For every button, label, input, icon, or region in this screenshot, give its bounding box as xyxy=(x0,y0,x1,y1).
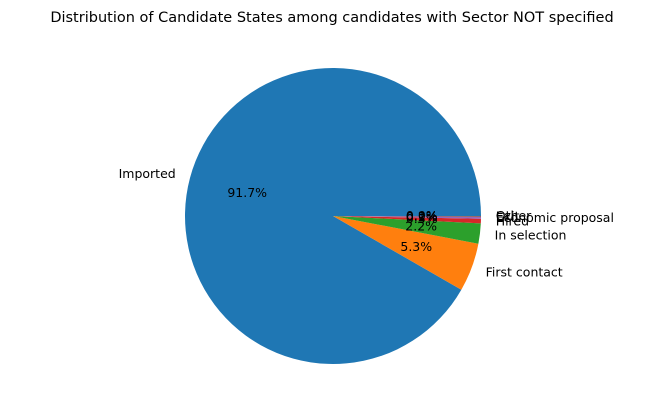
slice-percent-labels: 91.7% 5.3% 2.2%0.5%0.2%0.1%0.0% xyxy=(227,185,437,254)
pie-slice-exit xyxy=(333,216,481,217)
slice-label-other: Other xyxy=(496,208,532,223)
slice-percent-economic-proposal: 0.2% xyxy=(406,209,438,224)
slice-label-in-selection: In selection xyxy=(495,227,567,242)
slice-label-exit: Exit xyxy=(496,209,520,224)
slice-labels: Imported First contact In selectionHiredEc… xyxy=(119,166,614,280)
pie-slice-imported xyxy=(185,68,481,365)
pie-slice-first-contact xyxy=(333,216,479,290)
slice-percent-in-selection: 2.2% xyxy=(405,219,437,234)
slice-percent-other: 0.0% xyxy=(406,208,438,223)
chart-title: Distribution of Candidate States among c… xyxy=(50,10,613,26)
slice-label-hired: Hired xyxy=(496,214,529,229)
pie-slices xyxy=(185,68,481,365)
pie-slice-in-selection xyxy=(333,216,481,244)
pie-slice-economic-proposal xyxy=(333,216,481,219)
slice-label-first-contact: First contact xyxy=(486,265,563,280)
slice-label-economic-proposal: Economic proposal xyxy=(496,210,614,225)
slice-percent-imported: 91.7% xyxy=(227,185,267,200)
slice-percent-first-contact: 5.3% xyxy=(400,239,432,254)
slice-label-imported: Imported xyxy=(119,166,176,181)
pie-slice-hired xyxy=(333,216,481,224)
slice-percent-exit: 0.1% xyxy=(406,208,438,223)
slice-percent-hired: 0.5% xyxy=(406,211,438,226)
